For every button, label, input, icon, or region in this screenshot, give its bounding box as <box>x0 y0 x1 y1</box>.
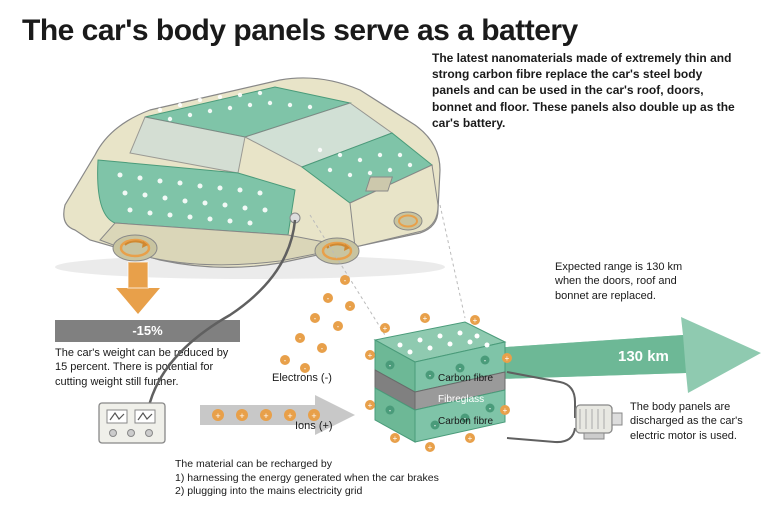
svg-text:+: + <box>263 411 268 421</box>
svg-text:-: - <box>434 421 437 430</box>
svg-text:-: - <box>429 371 432 380</box>
recharge-line2: 1) harnessing the energy generated when … <box>175 472 475 486</box>
range-text: Expected range is 130 km when the doors,… <box>555 260 705 303</box>
svg-text:-: - <box>344 276 347 285</box>
svg-text:+: + <box>468 434 473 443</box>
ions-label: Ions (+) <box>295 420 333 432</box>
battery-block-icon: + + + + + + + + + + - - - - - - - - <box>355 310 515 460</box>
svg-text:+: + <box>383 324 388 333</box>
svg-text:+: + <box>368 351 373 360</box>
svg-text:+: + <box>393 434 398 443</box>
motor-text: The body panels are discharged as the ca… <box>630 400 750 443</box>
svg-text:-: - <box>489 404 492 413</box>
layer-mid-label: Fibreglass <box>438 394 484 405</box>
recharge-line1: The material can be recharged by <box>175 458 475 472</box>
svg-text:-: - <box>389 361 392 370</box>
svg-text:+: + <box>423 314 428 323</box>
svg-text:-: - <box>459 364 462 373</box>
svg-text:+: + <box>428 443 433 452</box>
ion-flow-arrow-icon: + + + + + <box>200 393 360 443</box>
svg-text:-: - <box>337 322 340 331</box>
svg-text:-: - <box>327 294 330 303</box>
svg-text:-: - <box>284 356 287 365</box>
range-value: 130 km <box>618 348 669 365</box>
recharge-text: The material can be recharged by 1) harn… <box>175 458 475 499</box>
svg-text:-: - <box>304 364 307 373</box>
page-title: The car's body panels serve as a battery <box>22 14 578 48</box>
svg-text:+: + <box>215 411 220 421</box>
svg-text:+: + <box>368 401 373 410</box>
svg-text:+: + <box>287 411 292 421</box>
svg-text:+: + <box>473 316 478 325</box>
svg-text:-: - <box>299 334 302 343</box>
layer-bot-label: Carbon fibre <box>438 416 493 427</box>
intro-text: The latest nanomaterials made of extreme… <box>432 50 742 131</box>
svg-text:-: - <box>349 302 352 311</box>
svg-text:-: - <box>314 314 317 323</box>
layer-top-label: Carbon fibre <box>438 373 493 384</box>
recharge-line3: 2) plugging into the mains electricity g… <box>175 485 475 499</box>
svg-text:-: - <box>321 344 324 353</box>
svg-text:+: + <box>505 354 510 363</box>
motor-icon <box>570 395 625 443</box>
svg-text:-: - <box>484 356 487 365</box>
charger-device-icon <box>95 395 175 453</box>
svg-text:+: + <box>239 411 244 421</box>
svg-text:-: - <box>389 406 392 415</box>
